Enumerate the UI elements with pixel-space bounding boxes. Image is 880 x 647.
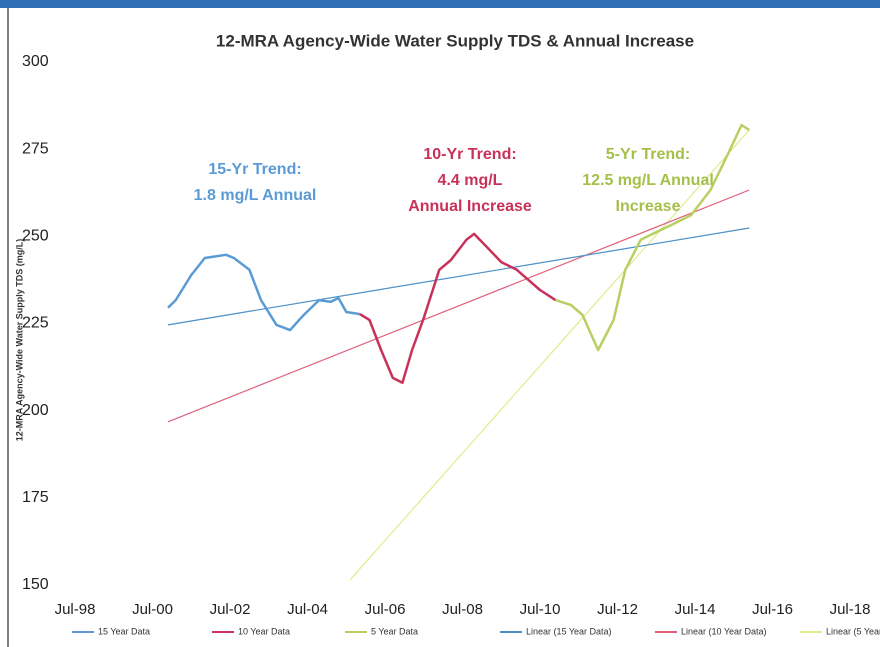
y-tick-label: 275 [22, 140, 49, 157]
annotation-text: Increase [616, 198, 681, 215]
x-tick-label: Jul-08 [442, 601, 483, 618]
annotation: 5-Yr Trend: 12.5 mg/L Annual Increase [582, 146, 714, 215]
x-tick-label: Jul-16 [752, 601, 793, 618]
x-tick-label: Jul-12 [597, 601, 638, 618]
x-tick-label: Jul-04 [287, 601, 328, 618]
annotation-text: 10-Yr Trend: [423, 146, 516, 163]
top-bar [0, 0, 880, 8]
x-tick-label: Jul-18 [830, 601, 871, 618]
x-tick-label: Jul-00 [132, 601, 173, 618]
series-line [167, 227, 750, 326]
y-tick-label: 250 [22, 228, 49, 245]
legend-label: Linear (5 Year Data) [826, 626, 880, 636]
series-line [167, 189, 750, 423]
legend-label: 5 Year Data [371, 626, 418, 636]
annotation: 10-Yr Trend: 4.4 mg/L Annual Increase [408, 146, 532, 215]
legend-label: Linear (10 Year Data) [681, 626, 767, 636]
x-tick-label: Jul-98 [55, 601, 96, 618]
legend-label: 10 Year Data [238, 626, 290, 636]
annotation: 15-Yr Trend: 1.8 mg/L Annual [194, 161, 317, 204]
series-line [555, 123, 750, 352]
x-tick-label: Jul-10 [520, 601, 561, 618]
annotation-text: Annual Increase [408, 198, 532, 215]
x-tick-label: Jul-14 [675, 601, 716, 618]
y-tick-label: 150 [22, 576, 49, 593]
annotation-text: 15-Yr Trend: [208, 161, 301, 178]
annotation-text: 4.4 mg/L [438, 172, 503, 189]
y-tick-label: 225 [22, 315, 49, 332]
series-line [359, 232, 557, 385]
chart-title: 12-MRA Agency-Wide Water Supply TDS & An… [216, 31, 694, 50]
y-tick-label: 175 [22, 489, 49, 506]
annotation-text: 5-Yr Trend: [606, 146, 690, 163]
annotation-text: 1.8 mg/L Annual [194, 187, 317, 204]
legend-label: Linear (15 Year Data) [526, 626, 612, 636]
x-tick-label: Jul-06 [365, 601, 406, 618]
annotation-text: 12.5 mg/L Annual [582, 172, 714, 189]
legend-label: 15 Year Data [98, 626, 150, 636]
series-line [349, 129, 750, 581]
y-tick-label: 300 [22, 53, 49, 70]
y-axis-label: 12-MRA Agency-Wide Water Supply TDS (mg/… [14, 239, 24, 441]
y-tick-label: 200 [22, 402, 49, 419]
x-tick-label: Jul-02 [210, 601, 251, 618]
series-line [167, 253, 360, 332]
